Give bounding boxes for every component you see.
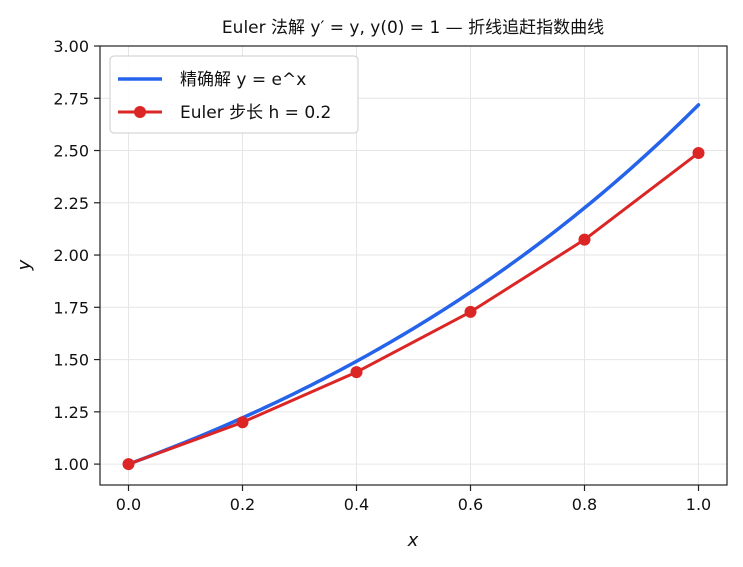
euler-point xyxy=(692,146,705,159)
x-axis-label: x xyxy=(407,530,419,551)
euler-point xyxy=(350,366,363,379)
chart-title: Euler 法解 y′ = y, y(0) = 1 — 折线追赶指数曲线 xyxy=(222,18,604,38)
legend-item-exact: 精确解 y = e^x xyxy=(118,70,306,90)
x-tick-label: 0.6 xyxy=(458,495,483,514)
euler-point xyxy=(464,305,477,318)
x-tick-label: 0.8 xyxy=(572,495,597,514)
y-tick-label: 2.00 xyxy=(53,246,89,265)
y-tick-label: 2.25 xyxy=(53,194,89,213)
axis-ticks: 0.0 0.2 0.4 0.6 0.8 1.0 1.00 1.25 1.50 1.75 2.00 2.… xyxy=(53,37,711,514)
legend-marker-euler xyxy=(134,106,146,118)
plot-frame xyxy=(99,45,728,486)
x-tick-label: 1.0 xyxy=(686,495,711,514)
legend-item-euler: Euler 步长 h = 0.2 xyxy=(118,103,331,123)
y-tick-label: 3.00 xyxy=(53,37,89,56)
x-tick-label: 0.0 xyxy=(116,495,141,514)
euler-point xyxy=(578,233,591,246)
y-tick-label: 1.25 xyxy=(53,403,89,422)
x-tick-label: 0.2 xyxy=(230,495,255,514)
x-tick-label: 0.4 xyxy=(344,495,369,514)
series-line-euler xyxy=(127,151,700,466)
euler-point xyxy=(122,458,135,471)
series-layer xyxy=(122,103,705,471)
y-tick-label: 1.75 xyxy=(53,298,89,317)
y-tick-label: 2.75 xyxy=(53,89,89,108)
legend-box xyxy=(109,55,359,134)
y-axis-label: y xyxy=(14,259,35,271)
y-tick-label: 2.50 xyxy=(53,142,89,161)
euler-point xyxy=(236,416,249,429)
legend-label-euler: Euler 步长 h = 0.2 xyxy=(180,103,331,123)
legend-label-exact: 精确解 y = e^x xyxy=(180,70,306,90)
series-line-exact xyxy=(126,103,701,466)
legend: 精确解 y = e^x Euler 步长 h = 0.2 xyxy=(109,55,359,134)
y-tick-label: 1.00 xyxy=(53,455,89,474)
y-tick-label: 1.50 xyxy=(53,351,89,370)
